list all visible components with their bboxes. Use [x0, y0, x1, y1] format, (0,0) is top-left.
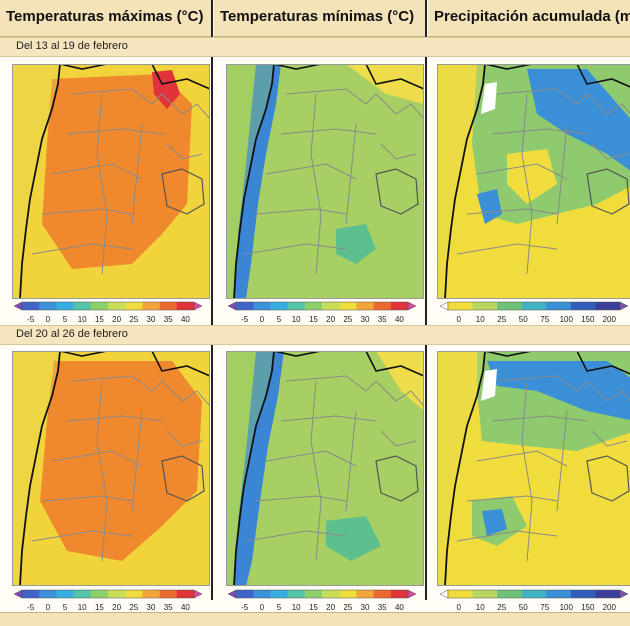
colorbar-precip-week1: 0 10 25 50 75 100 150 200: [440, 301, 630, 330]
colorbar-tick-label: 0: [260, 315, 265, 324]
colorbar-tick-label: 0: [46, 315, 51, 324]
colorbar-tick-label: -5: [241, 603, 249, 612]
colorbar-tick-label: 0: [260, 603, 265, 612]
colorbar-tick-label: 20: [326, 315, 335, 324]
header-tmax: Temperaturas máximas (°C): [0, 0, 211, 37]
colorbar-tick-label: 15: [95, 603, 104, 612]
colorbar-tick-label: 100: [560, 603, 574, 612]
colorbar-tick-label: 25: [497, 603, 506, 612]
colorbar-tick-label: -5: [27, 315, 35, 324]
header-tmin: Temperaturas mínimas (°C): [214, 0, 425, 37]
colorbar-tick-label: 5: [277, 315, 282, 324]
colorbar-tick-label: 10: [292, 315, 301, 324]
colorbar-tmin-week1: -5 0 5 10 15 20 25 30 35 40: [228, 301, 420, 330]
colorbar-tmax-week1: -5 0 5 10 15 20 25 30 35 40: [14, 301, 206, 330]
colorbar-tick-label: 30: [361, 603, 370, 612]
colorbar-tick-label: 50: [519, 315, 528, 324]
colorbar-tick-label: 25: [129, 603, 138, 612]
colorbar-tick-label: 10: [78, 315, 87, 324]
column-separator: [211, 0, 213, 600]
header-precip: Precipitación acumulada (mm): [428, 0, 630, 37]
colorbar-tick-label: 40: [181, 603, 190, 612]
colorbar-tick-label: 20: [326, 603, 335, 612]
map-tmin-week2: [226, 351, 424, 586]
colorbar-tick-label: -5: [27, 603, 35, 612]
colorbar-tick-label: 40: [395, 603, 404, 612]
colorbar-tick-label: 25: [343, 603, 352, 612]
colorbar-tick-label: 40: [181, 315, 190, 324]
colorbar-tick-label: 25: [129, 315, 138, 324]
period-label-1: Del 13 al 19 de febrero: [16, 40, 128, 52]
colorbar-tick-label: 150: [581, 315, 595, 324]
colorbar-tick-label: 30: [147, 315, 156, 324]
header-precip-title: Precipitación acumulada (mm): [434, 8, 630, 25]
colorbar-tick-label: 35: [164, 315, 173, 324]
header-tmin-title: Temperaturas mínimas (°C): [220, 8, 414, 25]
period-band-1: Del 13 al 19 de febrero: [0, 37, 630, 57]
colorbar-tick-label: 50: [519, 603, 528, 612]
colorbar-tick-label: 150: [581, 603, 595, 612]
colorbar-tick-label: 15: [95, 315, 104, 324]
colorbar-tick-label: 0: [457, 315, 462, 324]
colorbar-tick-label: 30: [361, 315, 370, 324]
column-separator: [425, 0, 427, 600]
colorbar-tick-label: 100: [560, 315, 574, 324]
colorbar-tick-label: 200: [603, 315, 617, 324]
colorbar-tick-label: 10: [292, 603, 301, 612]
colorbar-tick-label: 25: [497, 315, 506, 324]
colorbar-tick-label: 5: [63, 315, 68, 324]
colorbar-tick-label: 35: [164, 603, 173, 612]
footer-strip: [0, 612, 630, 626]
colorbar-tick-label: 0: [46, 603, 51, 612]
colorbar-tick-label: 200: [603, 603, 617, 612]
colorbar-tick-label: 75: [540, 315, 549, 324]
colorbar-tick-label: 15: [309, 603, 318, 612]
colorbar-tick-label: 30: [147, 603, 156, 612]
colorbar-tick-label: 35: [378, 315, 387, 324]
map-precip-week1: [437, 64, 630, 299]
colorbar-tick-label: 20: [112, 603, 121, 612]
colorbar-tick-label: 75: [540, 603, 549, 612]
colorbar-tick-label: 15: [309, 315, 318, 324]
colorbar-tick-label: 10: [476, 603, 485, 612]
header-tmax-title: Temperaturas máximas (°C): [6, 8, 203, 25]
colorbar-tick-label: -5: [241, 315, 249, 324]
map-tmin-week1: [226, 64, 424, 299]
map-precip-week2: [437, 351, 630, 586]
colorbar-tick-label: 10: [78, 603, 87, 612]
map-tmax-week2: [12, 351, 210, 586]
colorbar-tick-label: 10: [476, 315, 485, 324]
colorbar-tick-label: 40: [395, 315, 404, 324]
colorbar-tick-label: 0: [457, 603, 462, 612]
colorbar-tick-label: 20: [112, 315, 121, 324]
colorbar-tick-label: 35: [378, 603, 387, 612]
colorbar-tick-label: 25: [343, 315, 352, 324]
map-tmax-week1: [12, 64, 210, 299]
colorbar-tick-label: 5: [63, 603, 68, 612]
colorbar-tick-label: 5: [277, 603, 282, 612]
